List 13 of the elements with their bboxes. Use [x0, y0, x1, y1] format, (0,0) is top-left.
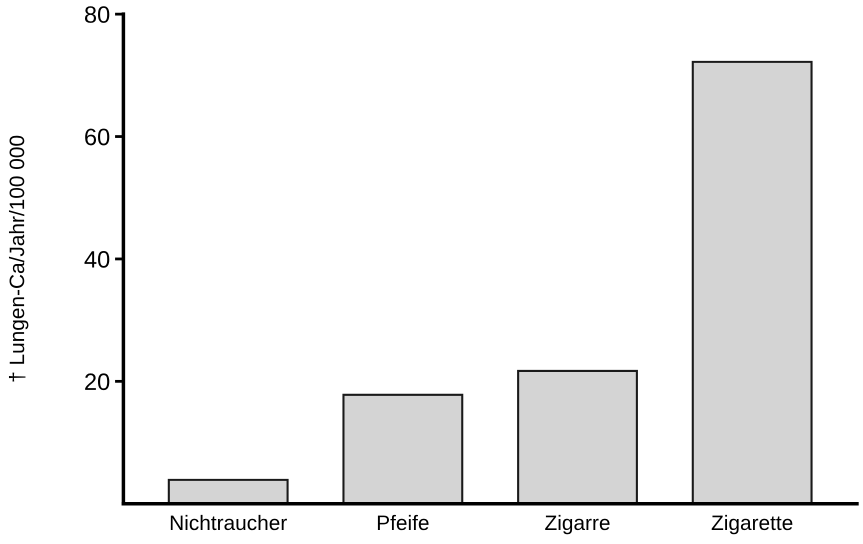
- y-tick-label: 40: [84, 251, 110, 268]
- x-tick-label: Zigarette: [712, 514, 792, 534]
- bar: [168, 478, 289, 504]
- bar: [692, 60, 813, 504]
- y-axis-title: † Lungen-Ca/Jahr/100 000: [8, 136, 28, 382]
- x-tick-label: Pfeife: [378, 514, 429, 530]
- y-tick-label: 60: [85, 128, 110, 146]
- y-tick-label: 80: [84, 6, 110, 23]
- y-tick-label: 20: [85, 373, 110, 390]
- x-tick-label: Zigarre: [545, 514, 610, 534]
- bar: [342, 394, 464, 504]
- x-tick-label: Nichtraucher: [170, 514, 287, 530]
- bar: [517, 370, 638, 504]
